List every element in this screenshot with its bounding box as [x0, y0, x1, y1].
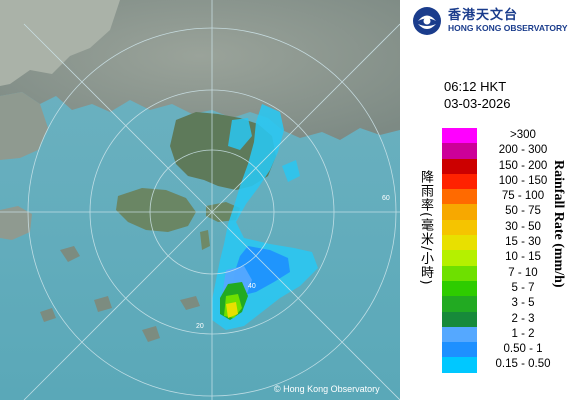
range-rings — [0, 0, 400, 400]
legend-label: 75 - 100 — [501, 190, 545, 203]
legend-label: 150 - 200 — [498, 159, 548, 172]
hko-emblem-icon — [413, 7, 441, 35]
upper-left-land — [0, 0, 120, 86]
legend-swatch — [442, 204, 477, 220]
radial-line-sw — [23, 211, 213, 400]
legend-label: 15 - 30 — [505, 236, 541, 249]
legend-swatch — [442, 219, 477, 236]
lower-left-coast — [0, 206, 32, 240]
ring-label-40: 40 — [248, 283, 256, 290]
legend-title-zh: 降雨率(毫米/小時) — [418, 170, 433, 286]
org-name-en: HONG KONG OBSERVATORY — [448, 23, 568, 33]
legend-swatch — [442, 173, 477, 190]
legend-label: 50 - 75 — [505, 205, 541, 218]
ring-label-20: 20 — [196, 323, 204, 330]
legend-swatch — [442, 128, 477, 144]
legend-panel: 香港天文台 HONG KONG OBSERVATORY 06:12 HKT 03… — [400, 0, 577, 400]
legend-label: 200 - 300 — [498, 144, 548, 157]
legend-swatch — [442, 326, 477, 343]
observation-time: 06:12 HKT — [444, 79, 507, 94]
ring-label-60: 60 — [382, 195, 390, 202]
legend-swatch — [442, 296, 477, 312]
legend-label: 30 - 50 — [505, 220, 541, 233]
legend-label: 1 - 2 — [511, 327, 535, 340]
legend-label: 10 - 15 — [505, 251, 541, 264]
west-peninsula — [0, 92, 48, 160]
legend-swatch — [442, 311, 477, 327]
hko-logo[interactable]: 香港天文台 HONG KONG OBSERVATORY — [412, 6, 568, 36]
legend-label: 3 - 5 — [511, 297, 535, 310]
lantau-island — [116, 188, 196, 232]
legend-label: 0.50 - 1 — [503, 343, 543, 356]
radial-line-se — [211, 211, 400, 400]
legend-swatch — [442, 189, 477, 205]
legend-title-en: Rainfall Rate (mm/h) — [551, 160, 566, 288]
legend-swatch — [442, 250, 477, 266]
legend-label: 0.15 - 0.50 — [495, 358, 551, 371]
rain-echo-yellow — [226, 302, 238, 318]
org-name-zh: 香港天文台 — [448, 8, 519, 23]
color-scale-labels: >300 200 - 300 150 - 200 100 - 150 75 - 100 5… — [480, 128, 577, 373]
legend-label: 100 - 150 — [498, 174, 548, 187]
legend-swatch — [442, 265, 477, 281]
color-scale — [442, 128, 477, 373]
copyright-notice: © Hong Kong Observatory — [274, 384, 380, 394]
lamma-island — [200, 230, 210, 250]
rain-echo-east-patch — [228, 118, 300, 182]
legend-label: >300 — [510, 129, 536, 141]
legend-label: 5 - 7 — [511, 281, 535, 294]
radial-line-nw — [23, 23, 213, 213]
legend-swatch — [442, 143, 477, 159]
legend-swatch — [442, 158, 477, 174]
legend-label: 7 - 10 — [508, 266, 538, 279]
legend-swatch — [442, 342, 477, 358]
legend-label: 2 - 3 — [511, 312, 535, 325]
legend-swatch — [442, 235, 477, 251]
legend-swatch — [442, 357, 477, 373]
radar-map[interactable]: 20 40 60 — [0, 0, 400, 400]
radial-line-ne — [211, 23, 400, 213]
observation-date: 03-03-2026 — [444, 96, 511, 111]
legend-swatch — [442, 280, 477, 297]
